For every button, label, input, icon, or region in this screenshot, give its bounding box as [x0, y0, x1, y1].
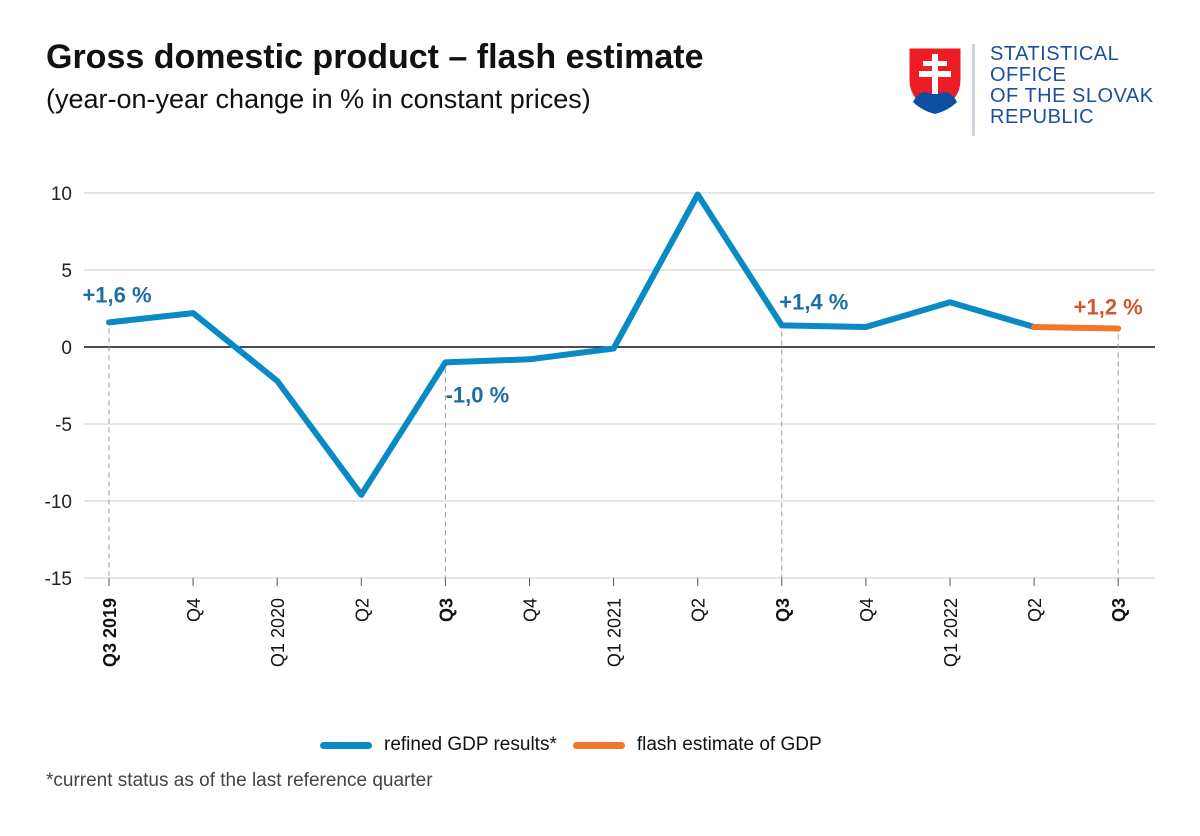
y-tick-label: 0: [61, 338, 72, 359]
data-label: +1,4 %: [779, 289, 848, 314]
x-tick-label: Q3: [436, 598, 456, 622]
legend-item-refined: refined GDP results*: [320, 734, 557, 756]
footnote: *current status as of the last reference…: [46, 770, 433, 791]
chart-subtitle: (year-on-year change in % in constant pr…: [46, 84, 591, 114]
series-line-refined: [106, 191, 1038, 498]
legend-swatch-flash: [572, 741, 625, 749]
x-tick-label: Q3: [1109, 598, 1129, 622]
x-tick-label: Q2: [689, 598, 709, 622]
logo-line: STATISTICAL: [990, 43, 1120, 65]
data-label: +1,6 %: [82, 282, 151, 307]
logo-line: OFFICE: [990, 64, 1067, 86]
y-tick-label: 10: [51, 184, 72, 205]
chart-title: Gross domestic product – flash estimate: [46, 38, 704, 76]
x-tick-label: Q3 2019: [100, 598, 120, 667]
statistical-office-logo: STATISTICAL OFFICE OF THE SLOVAK REPUBLI…: [905, 44, 1165, 140]
gdp-line-chart: -15 -10 -5 0 5 10 Q3 2019 Q4 Q1 2020 Q2 Q3 Q4 Q1 202…: [45, 184, 1155, 667]
legend-label-refined: refined GDP results*: [384, 734, 557, 755]
x-tick-label: Q2: [1025, 598, 1045, 622]
legend-label-flash: flash estimate of GDP: [636, 734, 822, 755]
legend-swatch-refined: [320, 741, 372, 749]
logo-divider: [972, 44, 975, 136]
logo-text: STATISTICAL OFFICE OF THE SLOVAK REPUBLI…: [990, 44, 1154, 128]
x-tick-label: Q4: [857, 598, 877, 622]
y-tick-label: -10: [45, 492, 72, 513]
y-tick-label: 5: [61, 261, 72, 282]
series-line-flash: [1031, 324, 1122, 332]
x-tick-label: Q4: [184, 598, 204, 622]
slovak-coat-of-arms-icon: [906, 45, 964, 116]
chart-legend: refined GDP results* flash estimate of G…: [320, 732, 838, 758]
x-tick-label: Q1 2021: [605, 598, 625, 667]
y-tick-label: -15: [45, 569, 72, 590]
y-tick-label: -5: [55, 415, 72, 436]
x-tick-label: Q2: [352, 598, 372, 622]
x-tick-label: Q1 2020: [268, 598, 288, 667]
x-tick-label: Q1 2022: [941, 598, 961, 667]
data-label: -1,0 %: [446, 382, 510, 407]
legend-item-flash: flash estimate of GDP: [572, 734, 822, 756]
data-label: +1,2 %: [1074, 295, 1143, 320]
x-tick-label: Q4: [521, 598, 541, 622]
x-tick-label: Q3: [773, 598, 793, 622]
logo-line: REPUBLIC: [990, 106, 1095, 128]
logo-line: OF THE SLOVAK: [990, 85, 1154, 107]
